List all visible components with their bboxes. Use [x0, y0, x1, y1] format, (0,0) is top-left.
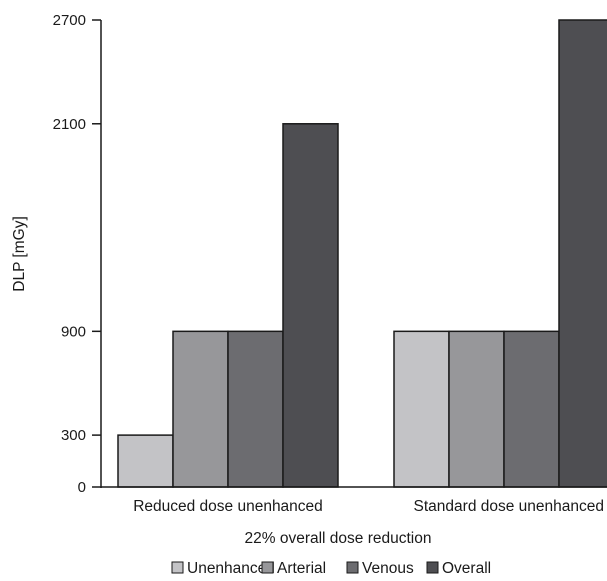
- plot-area: 0 300 900 2100 2700 Reduced dose unenhanced St…: [53, 12, 607, 515]
- legend-label-overall: Overall: [442, 560, 491, 577]
- legend-label-arterial: Arterial: [277, 560, 326, 577]
- bar-overall-2: [558, 19, 607, 488]
- bar-arterial-1: [172, 330, 229, 488]
- bar-venous-1: [227, 330, 284, 488]
- legend: Unenhanced Arterial Venous Overall: [171, 560, 491, 577]
- legend-label-venous: Venous: [362, 560, 414, 577]
- x-axis-title: 22% overall dose reduction: [245, 530, 432, 547]
- category-label-1: Reduced dose unenhanced: [133, 498, 323, 515]
- bar-arterial-2: [448, 330, 505, 488]
- bar-venous-2: [503, 330, 560, 488]
- legend-swatch-unenhanced: [171, 561, 184, 574]
- y-tick-label-300: 300: [61, 427, 86, 444]
- bar-unenhanced-2: [393, 330, 450, 488]
- y-tick-label-2100: 2100: [53, 116, 86, 133]
- legend-swatch-overall: [426, 561, 439, 574]
- y-tick-label-900: 900: [61, 323, 86, 340]
- bar-unenhanced-1: [117, 434, 174, 488]
- legend-swatch-arterial: [261, 561, 274, 574]
- y-axis-title: DLP [mGy]: [11, 216, 28, 292]
- y-tick-label-2700: 2700: [53, 12, 86, 29]
- category-label-2: Standard dose unenhanced: [414, 498, 604, 515]
- legend-label-unenhanced: Unenhanced: [187, 560, 275, 577]
- legend-swatch-venous: [346, 561, 359, 574]
- y-tick-label-0: 0: [78, 479, 86, 496]
- bar-overall-1: [282, 123, 339, 488]
